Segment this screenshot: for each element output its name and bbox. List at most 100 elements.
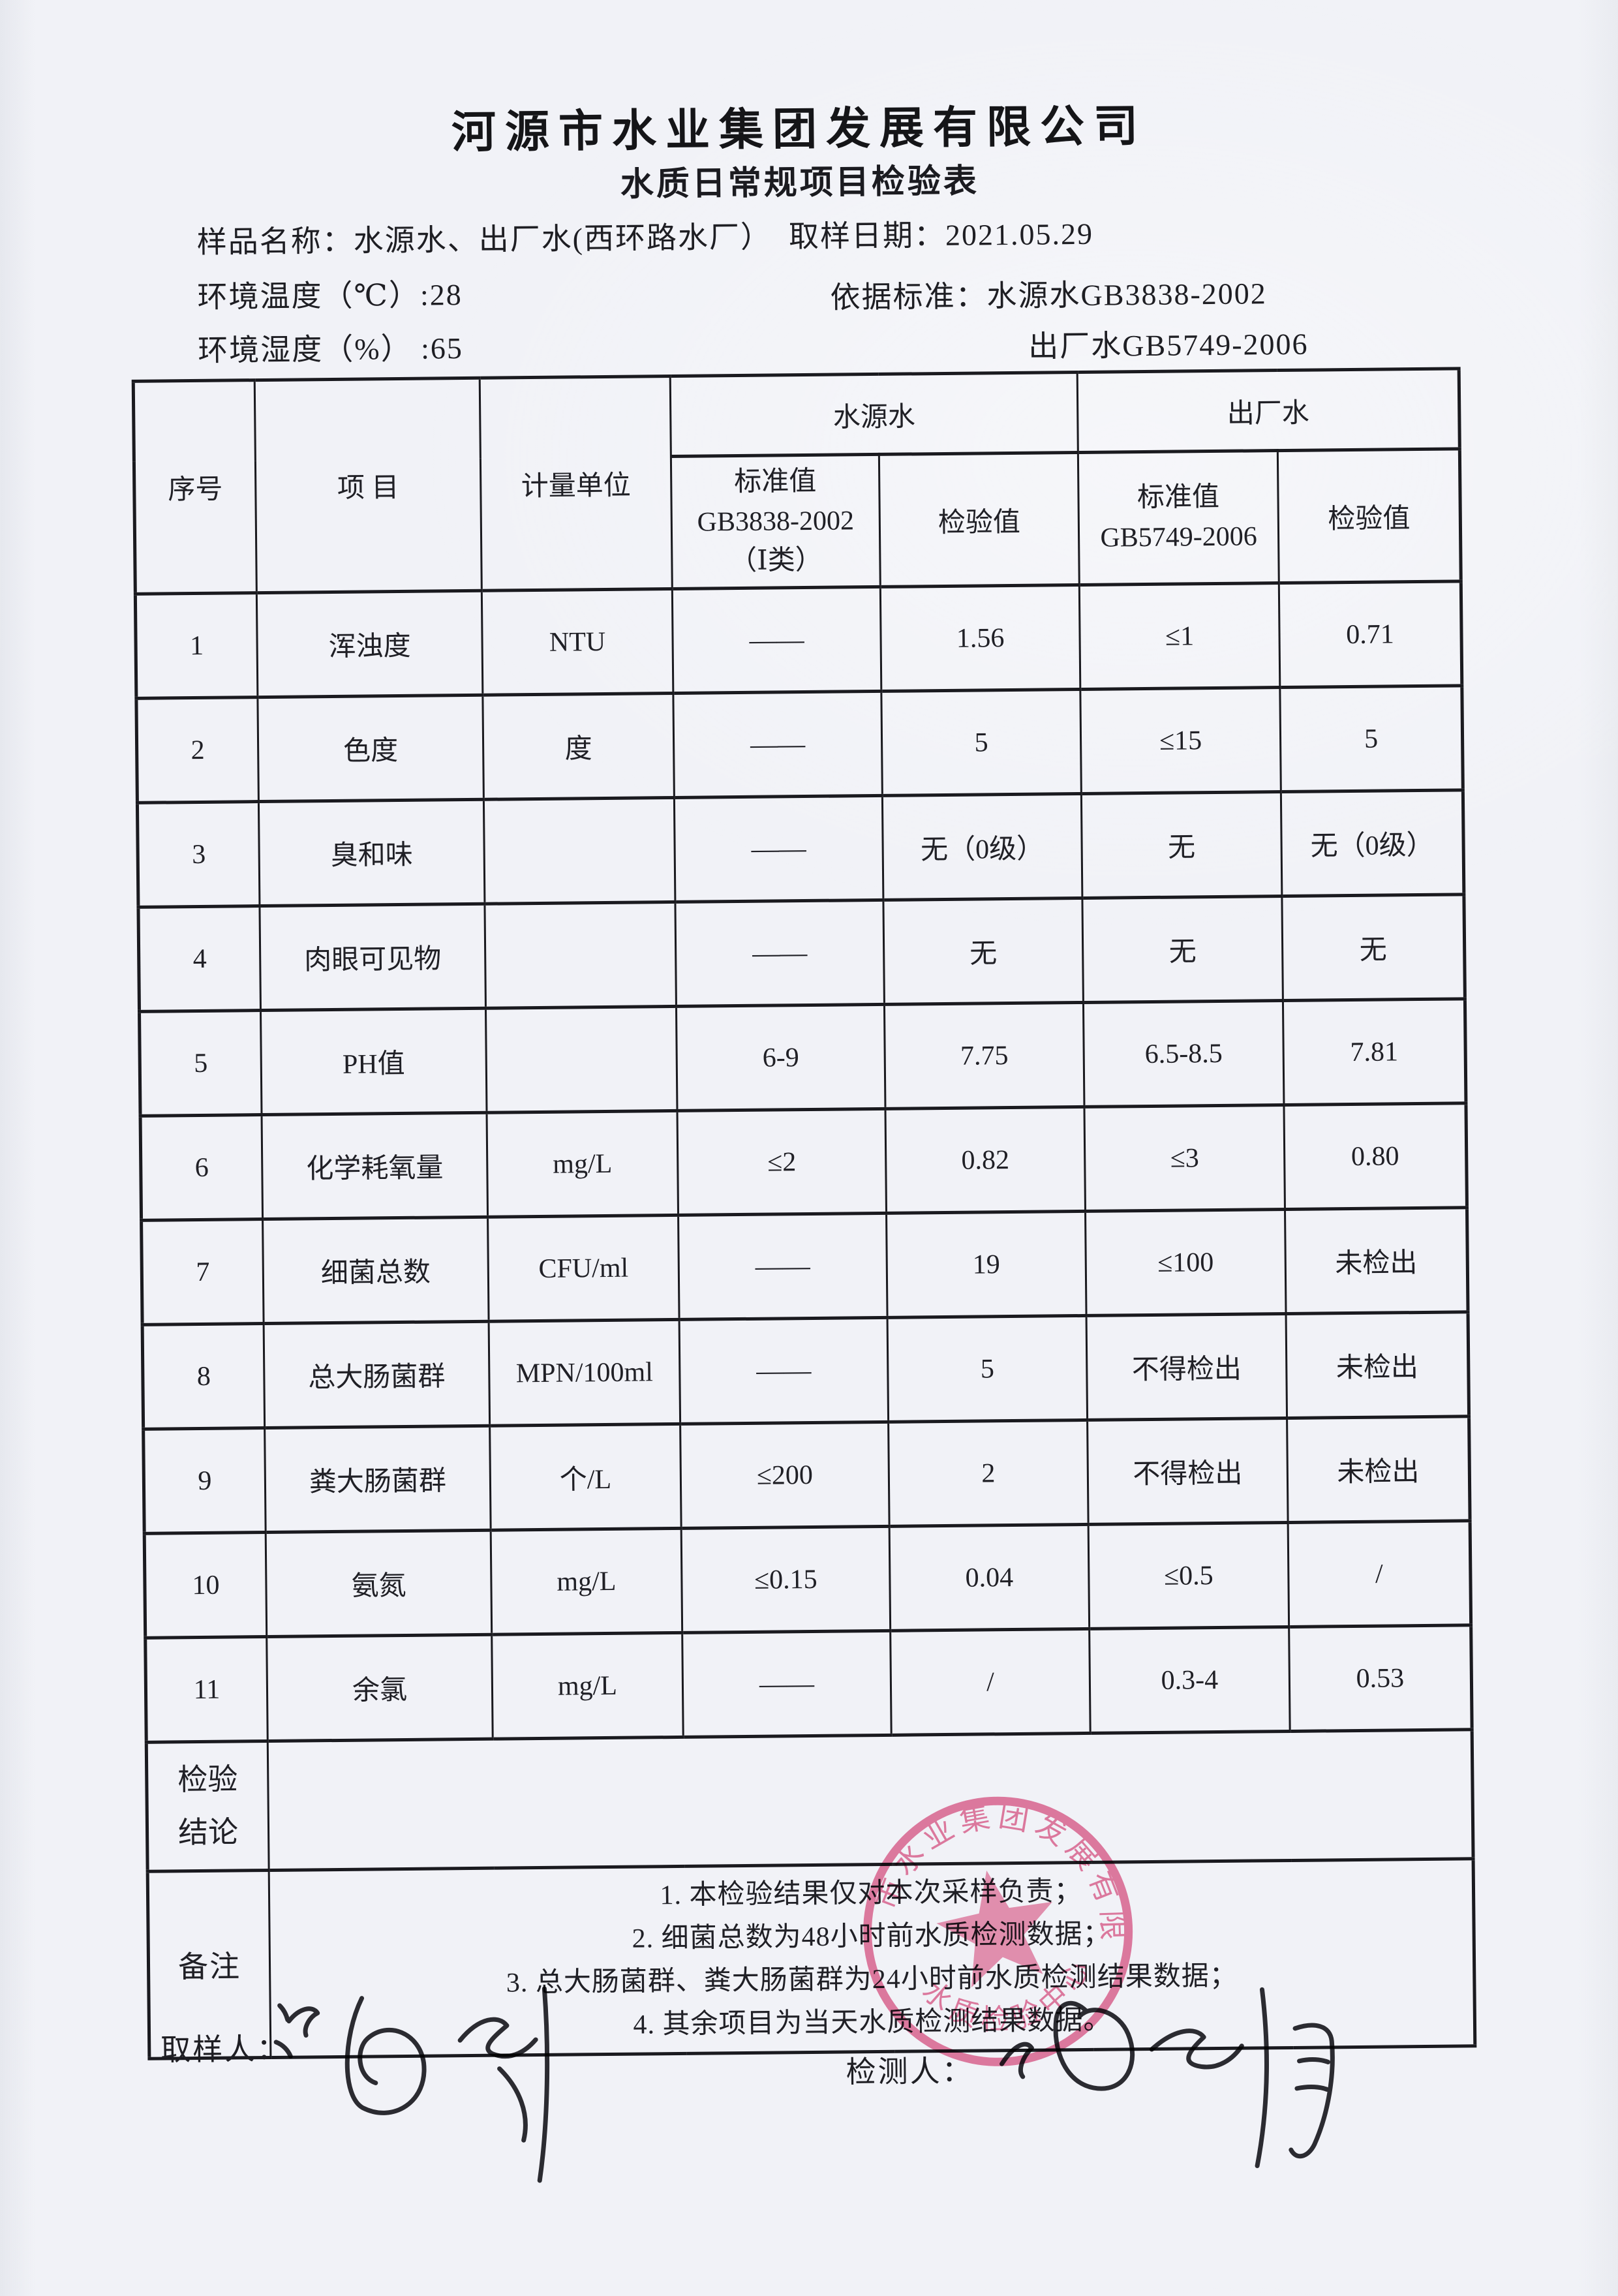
cell-unit <box>485 1006 678 1113</box>
cell-outlet-result: 无 <box>1281 894 1465 1001</box>
cell-outlet-result: 无（0级） <box>1281 789 1464 896</box>
cell-serial-no: 8 <box>142 1323 265 1430</box>
sample-name-label: 样品名称： <box>196 224 354 259</box>
sampling-date-value: 2021.05.29 <box>945 217 1094 252</box>
cell-source-standard: —— <box>682 1630 892 1737</box>
cell-serial-no: 9 <box>143 1428 266 1534</box>
cell-outlet-standard: 无 <box>1081 791 1282 898</box>
cell-source-result: 7.75 <box>884 1002 1084 1109</box>
cell-serial-no: 10 <box>144 1532 267 1638</box>
header-source-standard: 标准值 GB3838-2002 （Ⅰ类） <box>671 454 881 589</box>
cell-source-result: 5 <box>887 1315 1088 1422</box>
cell-item-name: 臭和味 <box>258 799 485 906</box>
header-col-no: 序号 <box>133 380 257 594</box>
tester-signature <box>1000 1987 1335 2168</box>
cell-source-standard: 6-9 <box>676 1004 885 1111</box>
cell-item-name: PH值 <box>260 1008 487 1115</box>
cell-unit: mg/L <box>487 1110 679 1217</box>
tester-label: 检测人： <box>846 2054 974 2089</box>
cell-serial-no: 1 <box>135 592 258 699</box>
table-row: 5 PH值 6-9 7.75 6.5-8.5 7.81 <box>139 998 1466 1116</box>
cell-outlet-standard: 0.3-4 <box>1089 1627 1290 1734</box>
cell-unit: 度 <box>482 693 675 800</box>
cell-serial-no: 2 <box>136 697 259 803</box>
sample-info-line: 样品名称：水源水、出厂水(西环路水厂） 取样日期：2021.05.29 <box>196 210 1093 262</box>
cell-serial-no: 6 <box>140 1114 263 1221</box>
env-temperature: 环境温度（℃）:28 <box>197 278 463 314</box>
cell-unit: NTU <box>481 589 673 696</box>
seal-star-icon <box>936 1870 1053 1988</box>
cell-source-result: 1.56 <box>880 585 1080 692</box>
cell-outlet-standard: 不得检出 <box>1087 1418 1289 1525</box>
cell-source-result: 0.04 <box>889 1524 1090 1631</box>
cell-item-name: 余氯 <box>266 1634 493 1741</box>
cell-outlet-result: 0.80 <box>1283 1103 1467 1210</box>
table-row: 8 总大肠菌群 MPN/100ml —— 5 不得检出 未检出 <box>142 1311 1469 1430</box>
cell-unit: MPN/100ml <box>489 1319 680 1426</box>
header-outlet-result: 检验值 <box>1277 448 1461 583</box>
table-row: 10 氨氮 mg/L ≤0.15 0.04 ≤0.5 / <box>144 1520 1471 1638</box>
cell-outlet-standard: ≤3 <box>1084 1105 1285 1212</box>
cell-outlet-result: 0.53 <box>1289 1625 1473 1732</box>
cell-serial-no: 3 <box>137 801 260 908</box>
cell-source-standard: ≤0.15 <box>681 1526 891 1633</box>
cell-outlet-result: 0.71 <box>1279 581 1462 688</box>
cell-item-name: 细菌总数 <box>262 1217 489 1324</box>
table-row: 1 浑浊度 NTU —— 1.56 ≤1 0.71 <box>135 581 1462 699</box>
cell-serial-no: 4 <box>138 906 261 1012</box>
cell-item-name: 肉眼可见物 <box>259 904 486 1011</box>
company-seal: 河源市水业集团发展有限公司 水质检验中心 <box>843 1777 1135 2066</box>
cell-source-standard: —— <box>674 795 883 902</box>
cell-item-name: 浑浊度 <box>256 590 483 697</box>
cell-source-standard: —— <box>675 900 885 1007</box>
header-col-item: 项 目 <box>254 378 482 593</box>
table-row: 9 粪大肠菌群 个/L ≤200 2 不得检出 未检出 <box>143 1416 1471 1534</box>
cell-outlet-result: 未检出 <box>1287 1416 1471 1523</box>
cell-serial-no: 5 <box>139 1010 262 1116</box>
table-row: 4 肉眼可见物 —— 无 无 无 <box>138 894 1465 1012</box>
header-group-source-water: 水源水 <box>670 372 1078 457</box>
cell-outlet-result: 7.81 <box>1283 998 1466 1105</box>
cell-unit: CFU/ml <box>487 1215 680 1322</box>
cell-item-name: 总大肠菌群 <box>264 1321 490 1428</box>
cell-source-result: 5 <box>881 689 1082 796</box>
env-humidity: 环境湿度（%） :65 <box>198 331 464 367</box>
cell-source-standard: ≤200 <box>680 1422 890 1529</box>
cell-source-standard: —— <box>672 587 881 694</box>
header-col-unit: 计量单位 <box>480 376 673 591</box>
cell-outlet-result: / <box>1288 1520 1471 1627</box>
cell-unit: 个/L <box>489 1424 682 1531</box>
cell-source-standard: —— <box>673 691 883 798</box>
header-group-outlet-water: 出厂水 <box>1077 368 1460 453</box>
cell-outlet-standard: ≤100 <box>1085 1209 1287 1316</box>
cell-source-result: 2 <box>888 1420 1089 1527</box>
cell-item-name: 粪大肠菌群 <box>264 1426 491 1533</box>
cell-unit <box>484 902 677 1009</box>
table-row: 11 余氯 mg/L —— / 0.3-4 0.53 <box>145 1625 1473 1743</box>
cell-outlet-result: 未检出 <box>1285 1207 1469 1314</box>
table-row: 3 臭和味 —— 无（0级） 无 无（0级） <box>137 789 1464 908</box>
sampler-signature <box>273 1986 550 2183</box>
sample-name-value: 水源水、出厂水(西环路水厂） <box>353 220 772 258</box>
cell-unit <box>483 797 675 904</box>
standard-label: 依据标准： <box>830 279 987 314</box>
table-row: 6 化学耗氧量 mg/L ≤2 0.82 ≤3 0.80 <box>140 1103 1467 1221</box>
sampling-date-label: 取样日期： <box>788 218 946 254</box>
inspection-table: 序号 项 目 计量单位 水源水 出厂水 标准值 GB3838-2002 （Ⅰ类）… <box>131 367 1477 2060</box>
cell-item-name: 化学耗氧量 <box>262 1112 488 1219</box>
cell-source-standard: —— <box>678 1213 888 1320</box>
standard-reference-line1: 依据标准：水源水GB3838-2002 <box>830 269 1267 316</box>
cell-item-name: 色度 <box>257 695 484 802</box>
header-source-result: 检验值 <box>879 452 1080 587</box>
cell-source-result: 0.82 <box>885 1107 1086 1214</box>
standard-source-water: 水源水GB3838-2002 <box>986 277 1267 313</box>
table-body: 1 浑浊度 NTU —— 1.56 ≤1 0.71 2 色度 度 —— 5 ≤1… <box>135 581 1473 1743</box>
table-row: 7 细菌总数 CFU/ml —— 19 ≤100 未检出 <box>141 1207 1469 1325</box>
cell-serial-no: 11 <box>145 1636 268 1743</box>
cell-source-result: 19 <box>886 1211 1087 1318</box>
cell-source-standard: —— <box>679 1317 889 1424</box>
cell-source-result: / <box>890 1629 1091 1736</box>
cell-source-result: 无 <box>883 898 1084 1005</box>
cell-outlet-standard: ≤1 <box>1079 583 1280 690</box>
